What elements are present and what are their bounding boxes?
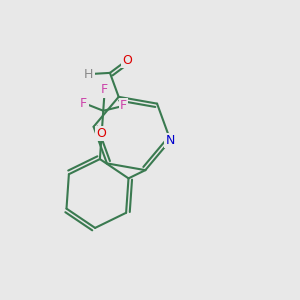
Text: F: F [101, 83, 108, 96]
Text: F: F [120, 99, 127, 112]
Text: F: F [80, 97, 87, 110]
Text: H: H [84, 68, 93, 81]
Text: O: O [97, 127, 106, 140]
Text: N: N [166, 134, 175, 147]
Text: O: O [122, 54, 132, 67]
